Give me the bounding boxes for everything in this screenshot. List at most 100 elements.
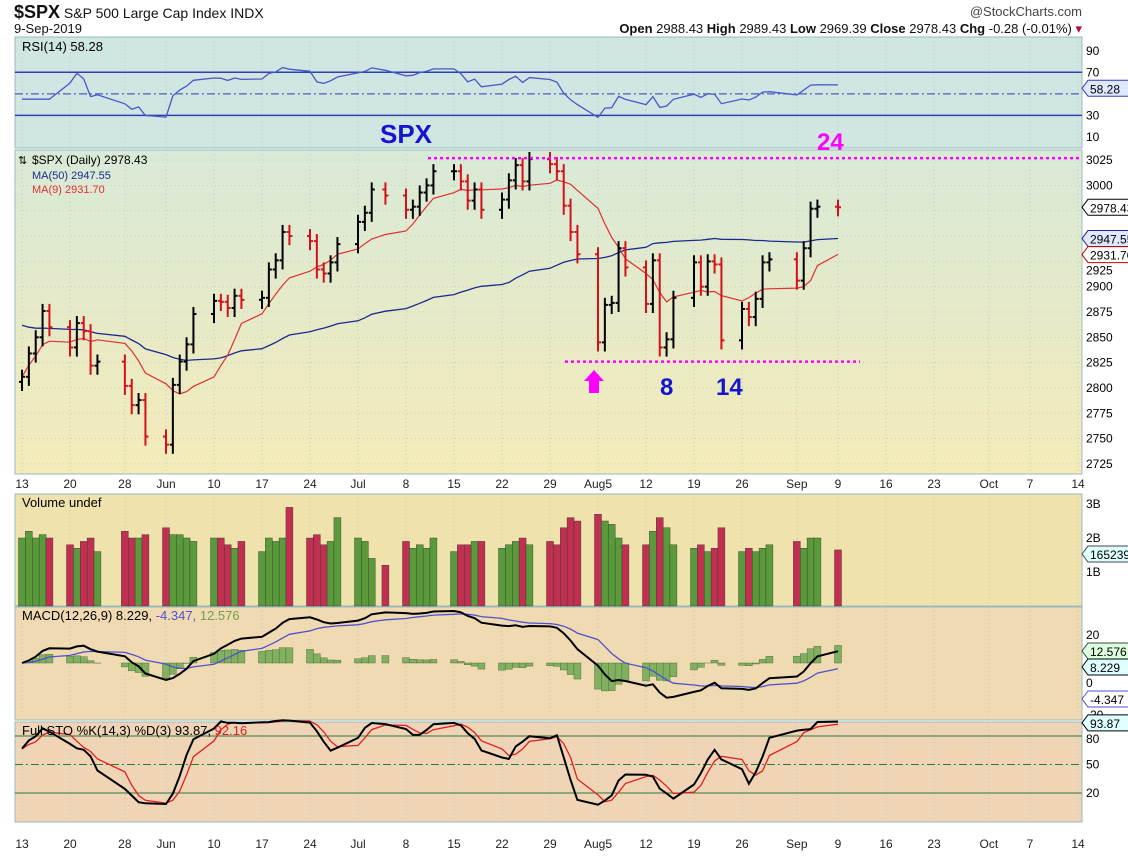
x-tick-label-bottom: 10 bbox=[207, 837, 221, 851]
x-tick-label-bottom: 14 bbox=[1071, 837, 1085, 851]
macd-histogram-bar bbox=[813, 646, 822, 664]
volume-bar bbox=[662, 527, 671, 607]
ma9-legend: MA(9) 2931.70 bbox=[32, 184, 105, 196]
ma50-legend: MA(50) 2947.55 bbox=[32, 170, 111, 182]
volume-bar bbox=[765, 544, 774, 607]
macd-histogram-bar bbox=[265, 650, 273, 664]
rsi-axis-label: 30 bbox=[1086, 108, 1100, 122]
macd-histogram-bar bbox=[416, 659, 424, 664]
volume-axis-label: 2B bbox=[1086, 531, 1101, 545]
volume-bar bbox=[66, 544, 74, 607]
volume-bar bbox=[457, 544, 465, 607]
macd-histogram-bar bbox=[457, 661, 465, 664]
macd-histogram-bar bbox=[573, 662, 582, 680]
macd-histogram-bar bbox=[422, 659, 431, 664]
x-tick-label-bottom: Oct bbox=[980, 837, 999, 851]
macd-histogram-bar bbox=[333, 659, 342, 664]
rsi-panel bbox=[14, 36, 1083, 149]
volume-bar bbox=[752, 551, 760, 607]
macd-hist-marker-box bbox=[1081, 642, 1128, 660]
macd-histogram-bar bbox=[669, 662, 678, 677]
volume-bar bbox=[32, 537, 40, 607]
volume-bar bbox=[717, 527, 726, 607]
macd-histogram-bar bbox=[285, 647, 294, 664]
rsi-marker-box bbox=[1081, 79, 1128, 97]
price-marker-ma9-box bbox=[1081, 246, 1128, 264]
volume-bar bbox=[368, 558, 376, 607]
arrow-up-icon bbox=[584, 370, 604, 393]
volume-bar bbox=[477, 541, 486, 607]
x-tick-label-bottom: 19 bbox=[687, 837, 701, 851]
volume-bar bbox=[621, 544, 630, 607]
macd-histogram-bar bbox=[621, 662, 630, 681]
x-tick-label-top: 23 bbox=[927, 477, 941, 491]
macd-histogram-bar bbox=[553, 662, 561, 667]
volume-bar bbox=[128, 537, 136, 607]
x-tick-label-top: Jul bbox=[350, 477, 365, 491]
x-tick-label-bottom: 9 bbox=[835, 837, 842, 851]
volume-bar bbox=[285, 507, 294, 607]
volume-bar bbox=[505, 544, 513, 607]
volume-bar bbox=[237, 541, 246, 607]
price-axis-label: 2800 bbox=[1086, 381, 1113, 395]
macd-histogram-bar bbox=[608, 662, 616, 691]
x-tick-label-top: 17 bbox=[255, 477, 269, 491]
volume-bar bbox=[560, 527, 568, 607]
volume-bar bbox=[422, 548, 431, 607]
macd-histogram-bar bbox=[752, 662, 760, 665]
volume-bar bbox=[409, 548, 417, 607]
x-tick-label-top: Sep bbox=[786, 477, 808, 491]
x-tick-label-top: 15 bbox=[447, 477, 461, 491]
volume-bar bbox=[176, 534, 184, 607]
x-tick-label-bottom: 8 bbox=[403, 837, 410, 851]
volume-bar bbox=[45, 537, 54, 607]
volume-bar bbox=[326, 541, 335, 607]
annotation-24: 24 bbox=[817, 129, 844, 156]
volume-bar bbox=[690, 548, 698, 607]
volume-bar bbox=[470, 541, 479, 607]
macd-histogram-bar bbox=[450, 659, 458, 664]
volume-bar bbox=[313, 534, 321, 607]
volume-bar bbox=[525, 544, 534, 607]
volume-bar bbox=[306, 537, 314, 607]
volume-bar bbox=[381, 565, 390, 607]
x-tick-label-bottom: 26 bbox=[735, 837, 749, 851]
volume-bar bbox=[86, 537, 95, 607]
macd-histogram-bar bbox=[738, 662, 746, 666]
sto-axis-label: 20 bbox=[1086, 786, 1100, 800]
rsi-axis-label: 70 bbox=[1086, 65, 1100, 79]
ma50-line bbox=[21, 237, 839, 362]
volume-bar bbox=[573, 520, 582, 607]
volume-bar bbox=[80, 541, 88, 607]
macd-histogram-bar bbox=[566, 662, 575, 675]
volume-marker: 1652390000 bbox=[1090, 548, 1128, 562]
macd-histogram-bar bbox=[505, 662, 513, 670]
sto-marker: 93.87 bbox=[1090, 717, 1120, 731]
price-axis-label: 3025 bbox=[1086, 153, 1113, 167]
volume-bar bbox=[512, 541, 520, 607]
x-tick-label-top: Oct bbox=[980, 477, 999, 491]
volume-bar bbox=[697, 544, 705, 607]
annotation-8: 8 bbox=[660, 374, 673, 401]
x-tick-label-top: Aug5 bbox=[584, 477, 612, 491]
volume-bar bbox=[416, 544, 424, 607]
macd-histogram-bar bbox=[73, 655, 81, 664]
volume-bar bbox=[758, 548, 767, 607]
x-tick-label-top: 29 bbox=[543, 477, 557, 491]
x-tick-label-top: 7 bbox=[1027, 477, 1034, 491]
x-tick-label-top: 20 bbox=[63, 477, 77, 491]
x-tick-label-top: 10 bbox=[207, 477, 221, 491]
x-tick-label-top: 14 bbox=[1071, 477, 1085, 491]
x-tick-label-bottom: 28 bbox=[118, 837, 132, 851]
volume-bar bbox=[601, 520, 609, 607]
macd-histogram-bar bbox=[697, 662, 705, 668]
price-axis-label: 3000 bbox=[1086, 178, 1113, 192]
x-tick-label-top: 26 bbox=[735, 477, 749, 491]
volume-bar bbox=[464, 544, 472, 607]
price-axis-label: 2725 bbox=[1086, 457, 1113, 471]
macd-histogram-bar bbox=[320, 657, 328, 664]
volume-bar bbox=[189, 541, 198, 607]
macd-histogram-bar bbox=[368, 655, 376, 664]
volume-bar bbox=[450, 551, 458, 607]
volume-bar bbox=[354, 537, 362, 607]
